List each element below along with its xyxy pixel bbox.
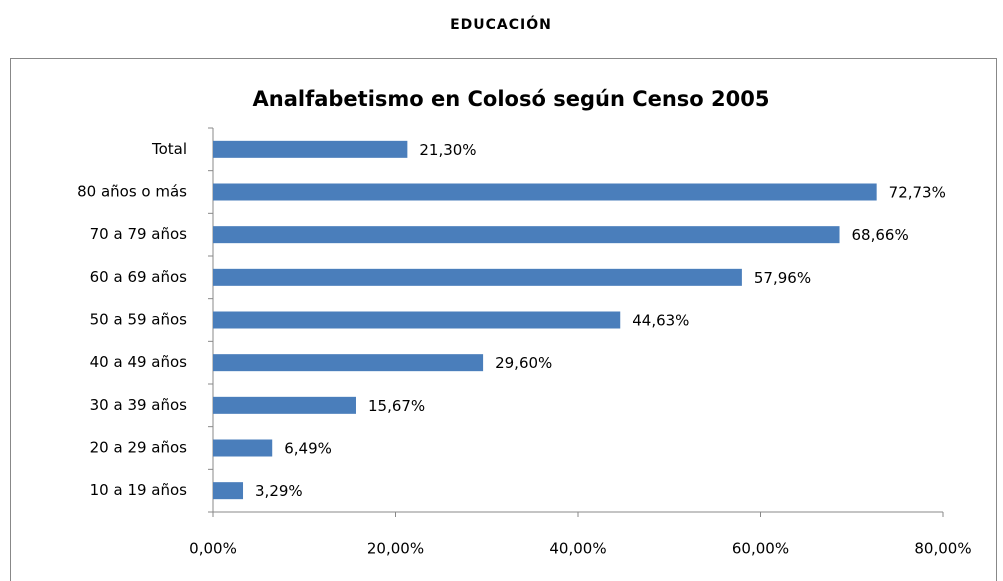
bar bbox=[213, 226, 840, 244]
y-tick-label: 60 a 69 años bbox=[90, 268, 188, 286]
page-header: EDUCACIÓN bbox=[450, 15, 552, 33]
value-label: 15,67% bbox=[368, 397, 425, 415]
y-tick-label: 40 a 49 años bbox=[90, 353, 188, 371]
value-label: 68,66% bbox=[852, 226, 909, 244]
x-tick-label: 0,00% bbox=[189, 540, 237, 558]
bar bbox=[213, 140, 408, 158]
value-label: 29,60% bbox=[495, 354, 552, 372]
value-label: 57,96% bbox=[754, 269, 811, 287]
bar bbox=[213, 183, 877, 201]
y-tick-label: 50 a 59 años bbox=[90, 311, 188, 329]
bar bbox=[213, 396, 356, 414]
value-label: 72,73% bbox=[889, 184, 946, 202]
chart-title: Analfabetismo en Colosó según Censo 2005 bbox=[253, 87, 770, 111]
y-tick-label: 10 a 19 años bbox=[90, 481, 188, 499]
value-label: 44,63% bbox=[632, 312, 689, 330]
value-label: 3,29% bbox=[255, 482, 303, 500]
bar bbox=[213, 354, 484, 372]
value-label: 21,30% bbox=[419, 141, 476, 159]
x-tick-label: 40,00% bbox=[549, 540, 606, 558]
x-tick-label: 20,00% bbox=[367, 540, 424, 558]
y-tick-label: 20 a 29 años bbox=[90, 439, 188, 457]
y-tick-label: Total bbox=[151, 140, 187, 158]
value-label: 6,49% bbox=[284, 440, 332, 458]
bar bbox=[213, 439, 273, 457]
x-tick-label: 80,00% bbox=[914, 540, 971, 558]
x-tick-label: 60,00% bbox=[732, 540, 789, 558]
y-tick-label: 70 a 79 años bbox=[90, 225, 188, 243]
bar bbox=[213, 311, 621, 329]
y-tick-label: 30 a 39 años bbox=[90, 396, 188, 414]
bar bbox=[213, 482, 244, 500]
bar bbox=[213, 268, 742, 286]
y-tick-label: 80 años o más bbox=[77, 183, 187, 201]
